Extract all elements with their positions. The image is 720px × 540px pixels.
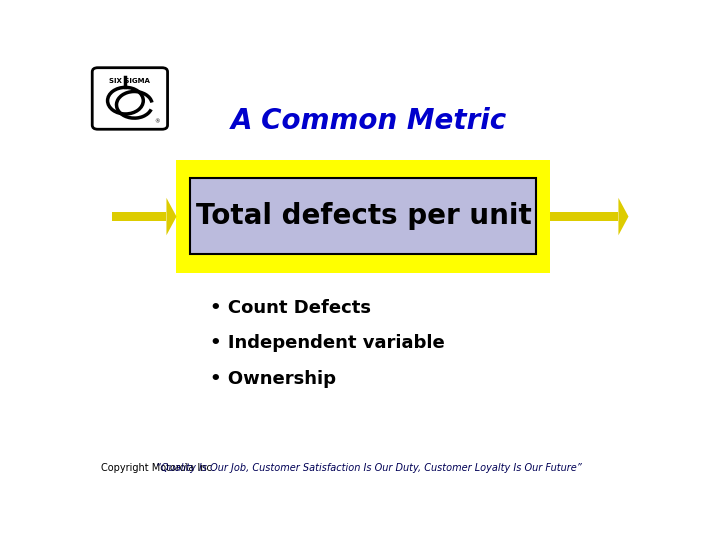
Text: SIX SIGMA: SIX SIGMA	[109, 78, 150, 84]
Text: ®: ®	[154, 119, 160, 124]
Bar	[176, 160, 550, 273]
Bar	[190, 178, 536, 254]
Polygon shape	[166, 198, 176, 235]
Bar	[550, 212, 618, 221]
Text: • Ownership: • Ownership	[210, 370, 336, 388]
Text: A Common Metric: A Common Metric	[231, 107, 507, 135]
Text: • Count Defects: • Count Defects	[210, 299, 371, 317]
Bar	[112, 212, 166, 221]
Text: Copyright Motorola Inc.: Copyright Motorola Inc.	[101, 463, 215, 473]
Text: • Independent variable: • Independent variable	[210, 334, 445, 353]
FancyBboxPatch shape	[92, 68, 168, 129]
Text: “Quality Is Our Job, Customer Satisfaction Is Our Duty, Customer Loyalty Is Our : “Quality Is Our Job, Customer Satisfacti…	[156, 463, 582, 473]
Polygon shape	[618, 198, 629, 235]
Text: Total defects per unit: Total defects per unit	[196, 202, 531, 230]
